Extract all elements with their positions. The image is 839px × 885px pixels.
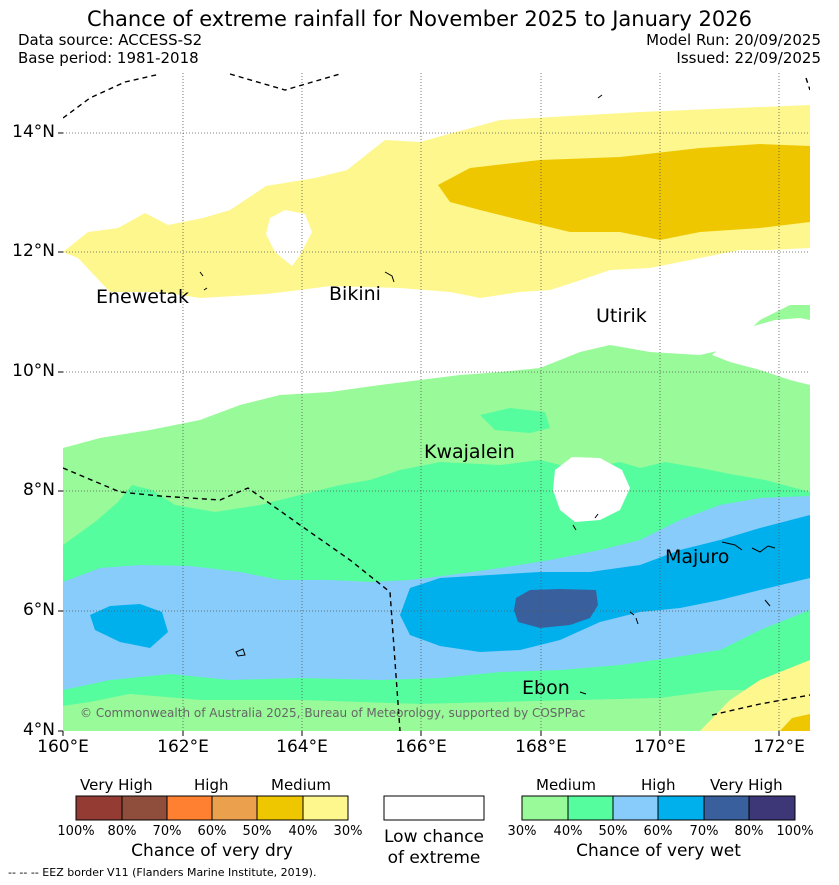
wet-legend-header-very-high: Very High xyxy=(710,776,783,794)
dry-legend-percent: 40% xyxy=(288,824,318,839)
dry-legend-bar xyxy=(75,795,349,821)
lat-tick-label: 4°N xyxy=(22,720,55,740)
lat-tick-label: 6°N xyxy=(22,600,55,620)
place-label-utirik: Utirik xyxy=(596,305,647,327)
lat-tick-label: 14°N xyxy=(12,122,55,142)
dry-region-se xyxy=(700,660,810,731)
low-chance-swatch xyxy=(383,795,485,821)
dry-region-high xyxy=(438,144,810,240)
wet-swatch-5 xyxy=(703,795,750,821)
wet-legend-percent: 30% xyxy=(507,824,537,839)
lon-tick-label: 162°E xyxy=(157,737,209,757)
wet-legend-title: Chance of very wet xyxy=(576,841,741,861)
wet-legend-percent: 70% xyxy=(689,824,719,839)
dry-legend-percent: 80% xyxy=(107,824,137,839)
wet-legend-header-medium: Medium xyxy=(536,776,596,794)
issued-date: Issued: 22/09/2025 xyxy=(676,49,821,67)
dry-swatch-5 xyxy=(256,795,304,821)
wet-region-70 xyxy=(514,589,598,628)
lon-tick-label: 168°E xyxy=(515,737,567,757)
lon-tick-label: 164°E xyxy=(276,737,328,757)
dry-legend-percent: 100% xyxy=(57,824,95,839)
map-title: Chance of extreme rainfall for November … xyxy=(87,7,752,31)
dry-swatch-6 xyxy=(302,795,349,821)
probability-field xyxy=(63,73,810,731)
wet-legend-percent: 100% xyxy=(776,824,814,839)
islands xyxy=(199,94,776,695)
model-run: Model Run: 20/09/2025 xyxy=(646,31,821,49)
dry-legend-header-medium: Medium xyxy=(271,776,331,794)
wet-swatch-4 xyxy=(657,795,705,821)
base-period: Base period: 1981-2018 xyxy=(18,49,199,67)
eez-border xyxy=(63,73,810,731)
dry-region-medium xyxy=(63,105,810,298)
wet-legend-percent: 60% xyxy=(643,824,673,839)
wet-swatch-2 xyxy=(567,795,614,821)
axis-ticks xyxy=(58,132,780,736)
place-label-kwajalein: Kwajalein xyxy=(424,441,515,463)
place-label-enewetak: Enewetak xyxy=(96,286,190,308)
dry-swatch-2 xyxy=(121,795,168,821)
wet-legend-header-high: High xyxy=(641,776,676,794)
place-label-bikini: Bikini xyxy=(329,283,381,305)
wet-legend-bar xyxy=(521,795,796,821)
lon-tick-label: 160°E xyxy=(37,737,89,757)
dry-legend-percent: 60% xyxy=(197,824,227,839)
dry-legend-header-very-high: Very High xyxy=(80,776,153,794)
dry-legend-percent: 70% xyxy=(152,824,182,839)
copyright-note: © Commonwealth of Australia 2025, Bureau… xyxy=(80,706,586,720)
place-label-majuro: Majuro xyxy=(665,546,730,568)
dry-swatch-3 xyxy=(166,795,213,821)
wet-region-60 xyxy=(400,515,810,652)
dry-legend-percent: 30% xyxy=(333,824,363,839)
wet-swatch-6 xyxy=(748,795,796,821)
data-source: Data source: ACCESS-S2 xyxy=(18,31,203,49)
lat-tick-label: 12°N xyxy=(12,241,55,261)
lat-tick-label: 10°N xyxy=(12,361,55,381)
wet-legend-percent: 80% xyxy=(734,824,764,839)
low-chance-label-line1: Low chance xyxy=(384,827,484,847)
wet-swatch-1 xyxy=(521,795,569,821)
wet-legend-percent: 40% xyxy=(553,824,583,839)
dry-legend-header-high: High xyxy=(194,776,229,794)
dry-swatch-4 xyxy=(211,795,258,821)
dry-swatch-1 xyxy=(75,795,123,821)
lat-tick-label: 8°N xyxy=(22,480,55,500)
wet-swatch-3 xyxy=(612,795,659,821)
dry-legend-title: Chance of very dry xyxy=(131,841,293,861)
low-chance-label-line2: of extreme xyxy=(387,848,481,868)
lon-tick-label: 166°E xyxy=(395,737,447,757)
lon-tick-label: 172°E xyxy=(753,737,805,757)
lon-tick-label: 170°E xyxy=(634,737,686,757)
dry-legend-percent: 50% xyxy=(242,824,272,839)
wet-legend-percent: 50% xyxy=(598,824,628,839)
place-label-ebon: Ebon xyxy=(522,677,570,699)
eez-border-note: -- -- -- EEZ border V11 (Flanders Marine… xyxy=(8,866,317,879)
